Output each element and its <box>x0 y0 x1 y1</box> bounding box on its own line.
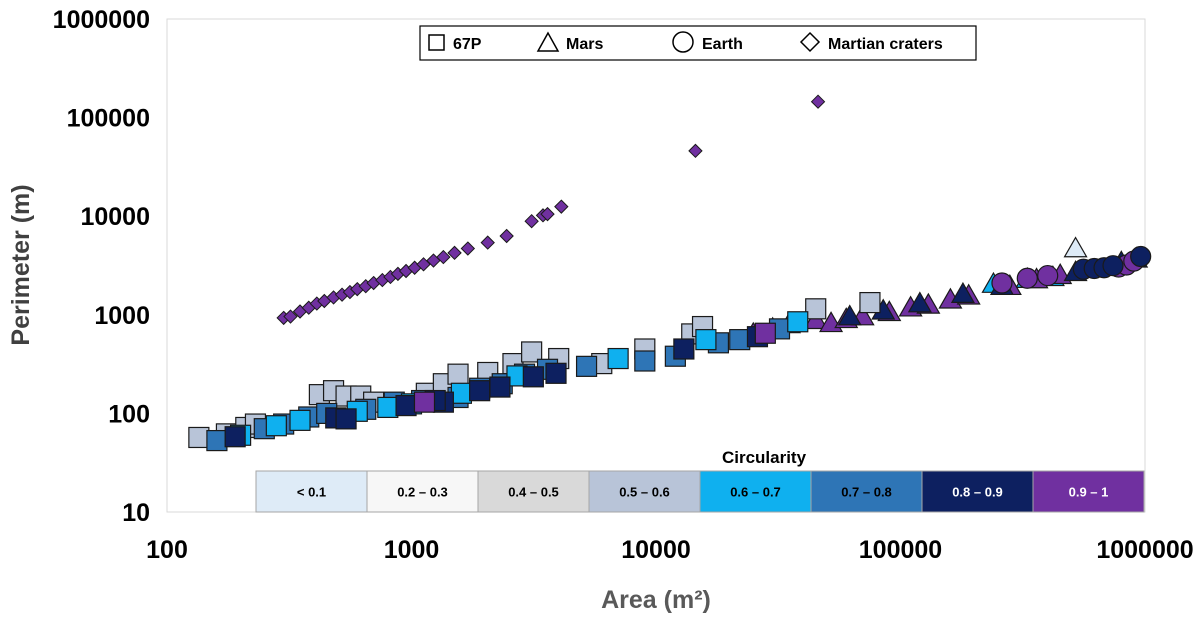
point-square <box>447 363 469 385</box>
point-circle <box>1102 255 1124 277</box>
y-tick-label: 100000 <box>67 105 150 133</box>
colorbar-label: 0.6 – 0.7 <box>730 485 781 500</box>
point-square <box>206 429 228 452</box>
x-tick-label: 1000000 <box>1096 536 1193 564</box>
point-square <box>673 338 695 360</box>
point-square <box>634 350 656 372</box>
legend: 67P Mars Earth Martian craters <box>419 25 977 61</box>
y-axis-ticks: 10 100 1000 10000 100000 1000000 <box>53 6 150 527</box>
point-diamond <box>436 249 451 265</box>
point-square <box>859 291 881 314</box>
legend-triangle-marker <box>536 31 560 52</box>
x-tick-label: 1000 <box>384 536 440 564</box>
colorbar-label: 0.5 – 0.6 <box>619 485 670 500</box>
y-tick-label: 10 <box>122 499 150 527</box>
colorbar-swatch <box>366 470 479 513</box>
point-square <box>805 298 827 320</box>
legend-square-marker <box>428 34 445 51</box>
point-square <box>469 380 491 402</box>
point-triangle <box>1063 236 1088 258</box>
point-square <box>521 341 543 363</box>
point-square <box>545 362 567 384</box>
point-circle <box>1130 245 1152 268</box>
point-diamond <box>554 199 569 214</box>
point-square <box>787 311 809 333</box>
point-circle <box>1037 264 1059 287</box>
x-tick-label: 10000 <box>621 536 691 564</box>
point-square <box>754 322 776 344</box>
colorbar: < 0.1 0.2 – 0.3 0.4 – 0.5 0.5 – 0.6 0.6 – 0.… <box>255 470 1145 513</box>
point-square <box>413 391 436 413</box>
x-tick-label: 100 <box>146 536 188 564</box>
point-square <box>575 355 598 377</box>
point-square <box>450 382 473 404</box>
legend-label-mars: Mars <box>566 36 603 53</box>
point-diamond <box>540 206 555 222</box>
point-diamond <box>810 94 826 109</box>
point-diamond <box>499 228 514 244</box>
point-diamond <box>416 257 431 272</box>
colorbar-label: 0.4 – 0.5 <box>508 485 559 500</box>
point-diamond <box>480 235 495 250</box>
point-square <box>607 347 629 370</box>
point-diamond <box>460 241 476 256</box>
colorbar-swatch <box>477 470 590 513</box>
point-diamond <box>688 143 703 159</box>
legend-diamond-marker <box>799 31 821 53</box>
x-tick-label: 100000 <box>859 536 942 564</box>
point-diamond <box>524 213 539 229</box>
x-axis-ticks: 100 1000 10000 100000 1000000 <box>146 536 1194 564</box>
point-square <box>729 329 751 351</box>
point-square <box>289 409 311 431</box>
point-square <box>224 426 246 448</box>
point-square <box>695 329 717 351</box>
colorbar-title: Circularity <box>722 448 807 467</box>
colorbar-swatch <box>588 470 701 513</box>
point-square <box>522 366 544 388</box>
y-tick-label: 100 <box>108 400 150 428</box>
data-points <box>188 94 1152 452</box>
y-tick-label: 1000 <box>94 302 150 330</box>
colorbar-label: < 0.1 <box>297 485 326 500</box>
legend-label-earth: Earth <box>702 36 743 53</box>
point-square <box>489 376 511 398</box>
colorbar-swatch <box>255 470 368 513</box>
legend-label-67p: 67P <box>453 36 482 53</box>
point-circle <box>991 272 1013 294</box>
point-triangle <box>907 291 932 313</box>
x-axis-label: Area (m²) <box>601 586 711 614</box>
point-triangle <box>837 304 862 326</box>
point-diamond <box>447 245 462 261</box>
colorbar-swatch <box>810 470 923 513</box>
point-square <box>395 394 417 417</box>
legend-circle-marker <box>672 31 694 53</box>
y-axis-label: Perimeter (m) <box>7 184 35 345</box>
colorbar-label: 0.2 – 0.3 <box>397 485 448 500</box>
colorbar-swatch <box>1032 470 1145 513</box>
point-circle <box>1016 267 1038 289</box>
point-square <box>188 426 210 449</box>
y-tick-label: 1000000 <box>53 6 150 34</box>
legend-label-martian-craters: Martian craters <box>828 36 943 53</box>
colorbar-label: 0.8 – 0.9 <box>952 485 1003 500</box>
point-square <box>265 415 287 437</box>
point-diamond <box>283 309 298 324</box>
plot-area <box>166 18 1146 513</box>
colorbar-swatch <box>699 470 812 513</box>
point-triangle <box>950 281 975 303</box>
colorbar-label: 0.7 – 0.8 <box>841 485 892 500</box>
point-square <box>377 396 399 419</box>
y-tick-label: 10000 <box>80 203 150 231</box>
colorbar-label: 0.9 – 1 <box>1069 485 1109 500</box>
point-square <box>335 408 357 430</box>
